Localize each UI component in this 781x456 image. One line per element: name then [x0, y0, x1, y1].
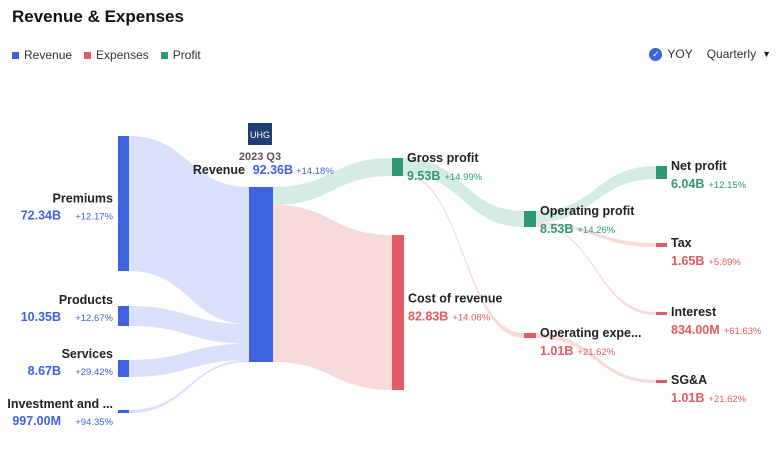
- node-value-premiums: 72.34B: [21, 209, 61, 223]
- node-change-investment: +94.35%: [75, 417, 113, 428]
- yoy-toggle[interactable]: ✓ YOY: [649, 47, 693, 61]
- node-value-tax: 1.65B: [671, 254, 704, 268]
- chart-controls: ✓ YOY Quarterly ▼: [649, 47, 771, 61]
- sankey-link-revenue-to-cost_of_revenue[interactable]: [273, 205, 392, 390]
- node-value-gross_profit: 9.53B: [407, 169, 440, 183]
- node-change-operating_expenses: +21.62%: [577, 347, 615, 358]
- yoy-label: YOY: [667, 47, 693, 61]
- sankey-link-products-to-revenue[interactable]: [129, 306, 249, 344]
- node-change-operating_profit: +14.26%: [577, 225, 615, 236]
- sankey-node-operating_profit[interactable]: [524, 211, 536, 227]
- node-value-net_profit: 6.04B: [671, 177, 704, 191]
- node-change-gross_profit: +14.99%: [444, 172, 482, 183]
- sankey-link-operating_profit-to-interest[interactable]: [536, 225, 656, 315]
- checkmark-icon: ✓: [649, 47, 663, 61]
- sankey-link-investment-to-revenue[interactable]: [129, 360, 249, 413]
- legend-item-revenue[interactable]: Revenue: [12, 48, 72, 62]
- period-label: 2023 Q3: [239, 151, 281, 163]
- node-change-sga: +21.62%: [708, 394, 746, 405]
- sankey-node-revenue[interactable]: [249, 187, 273, 362]
- sankey-link-gross_profit-to-operating_expenses[interactable]: [403, 174, 524, 338]
- legend-item-profit[interactable]: Profit: [160, 48, 201, 62]
- legend-swatch-revenue: [12, 51, 19, 59]
- sankey-link-operating_profit-to-tax[interactable]: [536, 222, 656, 247]
- sankey-node-sga[interactable]: [656, 380, 667, 383]
- caret-down-icon: ▼: [762, 49, 771, 59]
- period-select-label: Quarterly: [706, 47, 757, 61]
- node-label-net_profit: Net profit: [671, 159, 727, 173]
- sankey-link-revenue-to-gross_profit[interactable]: [273, 158, 392, 206]
- period-select[interactable]: Quarterly ▼: [707, 47, 771, 61]
- node-label-tax: Tax: [671, 236, 692, 250]
- legend-label-profit: Profit: [172, 48, 201, 62]
- node-change-premiums: +12.17%: [75, 212, 113, 223]
- company-logo: UHG: [248, 123, 272, 145]
- node-change-products: +12.67%: [75, 313, 113, 324]
- node-value-revenue: 92.36B: [253, 163, 293, 177]
- node-value-operating_expenses: 1.01B: [540, 344, 573, 358]
- node-label-interest: Interest: [671, 305, 717, 319]
- node-label-products: Products: [59, 293, 113, 307]
- sankey-node-gross_profit[interactable]: [392, 158, 403, 176]
- sankey-node-tax[interactable]: [656, 243, 667, 247]
- node-change-cost_of_revenue: +14.08%: [452, 313, 490, 324]
- node-change-net_profit: +12.15%: [708, 180, 746, 191]
- node-label-operating_expenses: Operating expe...: [540, 326, 641, 340]
- sankey-labels: Premiums 72.34B +12.17% Products 10.35B +12.6…: [7, 151, 762, 428]
- sankey-node-net_profit[interactable]: [656, 166, 667, 179]
- node-label-investment: Investment and ...: [7, 397, 113, 411]
- sankey-node-services[interactable]: [118, 360, 129, 377]
- sankey-link-gross_profit-to-operating_profit[interactable]: [403, 158, 524, 227]
- legend-label-expenses: Expenses: [96, 48, 149, 62]
- node-label-services: Services: [62, 347, 113, 361]
- node-change-tax: +5.89%: [708, 257, 741, 268]
- legend-swatch-profit: [160, 51, 168, 59]
- node-change-interest: +61.63%: [724, 326, 762, 337]
- node-value-sga: 1.01B: [671, 391, 704, 405]
- sankey-link-services-to-revenue[interactable]: [129, 343, 249, 377]
- sankey-node-interest[interactable]: [656, 312, 667, 315]
- sankey-link-operating_profit-to-net_profit[interactable]: [536, 166, 656, 223]
- node-change-services: +29.42%: [75, 367, 113, 378]
- node-value-services: 8.67B: [28, 364, 61, 378]
- sankey-node-cost_of_revenue[interactable]: [392, 235, 404, 390]
- legend-item-expenses[interactable]: Expenses: [84, 48, 149, 62]
- sankey-links: [129, 136, 656, 413]
- node-label-cost_of_revenue: Cost of revenue: [408, 292, 503, 306]
- legend-swatch-expenses: [84, 51, 92, 59]
- sankey-nodes: [118, 136, 667, 413]
- node-label-operating_profit: Operating profit: [540, 204, 635, 218]
- node-value-investment: 997.00M: [12, 414, 61, 428]
- node-label-gross_profit: Gross profit: [407, 151, 479, 165]
- sankey-node-investment[interactable]: [118, 410, 129, 413]
- node-label-revenue: Revenue: [193, 163, 245, 177]
- node-value-products: 10.35B: [21, 310, 61, 324]
- legend: Revenue Expenses Profit: [12, 48, 201, 62]
- node-value-operating_profit: 8.53B: [540, 222, 573, 236]
- node-label-sga: SG&A: [671, 373, 707, 387]
- chart-title: Revenue & Expenses: [12, 7, 184, 26]
- logo-badge: [248, 123, 272, 145]
- node-value-interest: 834.00M: [671, 323, 720, 337]
- sankey-node-premiums[interactable]: [118, 136, 129, 271]
- node-value-cost_of_revenue: 82.83B: [408, 310, 448, 324]
- sankey-node-products[interactable]: [118, 306, 129, 326]
- sankey-link-premiums-to-revenue[interactable]: [129, 136, 249, 325]
- sankey-link-operating_expenses-to-sga[interactable]: [536, 333, 656, 383]
- legend-label-revenue: Revenue: [24, 48, 73, 62]
- node-change-revenue: +14.18%: [296, 166, 334, 177]
- node-label-premiums: Premiums: [53, 192, 113, 206]
- sankey-node-operating_expenses[interactable]: [524, 333, 536, 338]
- logo-text: UHG: [250, 130, 270, 140]
